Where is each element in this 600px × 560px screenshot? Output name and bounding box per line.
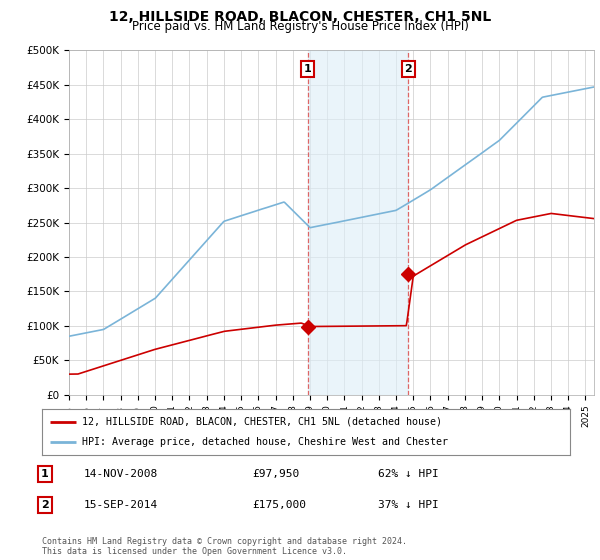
Text: HPI: Average price, detached house, Cheshire West and Chester: HPI: Average price, detached house, Ches…: [82, 437, 448, 447]
Bar: [308, 50, 408, 395]
Text: £97,950: £97,950: [252, 469, 299, 479]
Text: 15-SEP-2014: 15-SEP-2014: [84, 500, 158, 510]
Text: 37% ↓ HPI: 37% ↓ HPI: [378, 500, 439, 510]
Text: Price paid vs. HM Land Registry's House Price Index (HPI): Price paid vs. HM Land Registry's House …: [131, 20, 469, 33]
Text: 1: 1: [41, 469, 49, 479]
Text: 62% ↓ HPI: 62% ↓ HPI: [378, 469, 439, 479]
Text: 12, HILLSIDE ROAD, BLACON, CHESTER, CH1 5NL: 12, HILLSIDE ROAD, BLACON, CHESTER, CH1 …: [109, 10, 491, 24]
Text: £175,000: £175,000: [252, 500, 306, 510]
Text: 1: 1: [304, 64, 311, 74]
Text: 2: 2: [404, 64, 412, 74]
Text: 12, HILLSIDE ROAD, BLACON, CHESTER, CH1 5NL (detached house): 12, HILLSIDE ROAD, BLACON, CHESTER, CH1 …: [82, 417, 442, 427]
Text: 14-NOV-2008: 14-NOV-2008: [84, 469, 158, 479]
Text: 2: 2: [41, 500, 49, 510]
Text: Contains HM Land Registry data © Crown copyright and database right 2024.
This d: Contains HM Land Registry data © Crown c…: [42, 536, 407, 556]
